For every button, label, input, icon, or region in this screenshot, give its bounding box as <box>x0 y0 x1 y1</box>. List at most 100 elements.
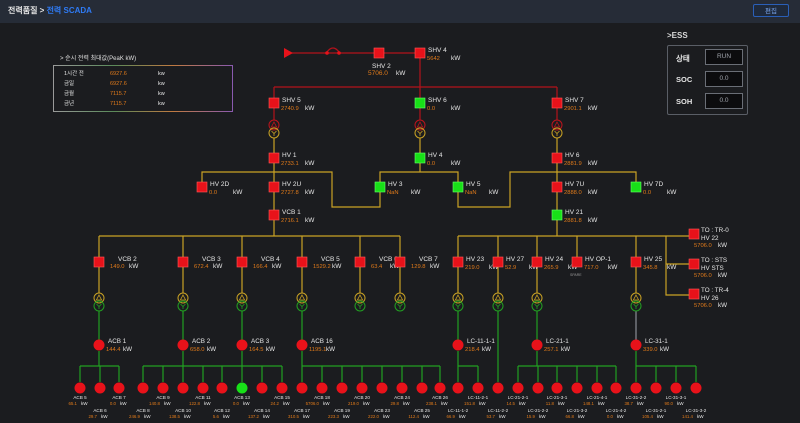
feeder-breaker[interactable] <box>416 382 428 394</box>
feeder-breaker[interactable] <box>610 382 622 394</box>
feeder-breaker[interactable] <box>690 382 702 394</box>
feeder-name: LC-21-2-1 <box>508 395 529 400</box>
feeder-breaker[interactable] <box>532 382 544 394</box>
feeder-breaker[interactable] <box>551 382 563 394</box>
breaker-vcb6[interactable] <box>354 256 366 268</box>
breaker-vcb7[interactable] <box>394 256 406 268</box>
delta-winding-icon <box>179 294 187 301</box>
breaker-hv1[interactable] <box>268 152 280 164</box>
feeder-breaker[interactable] <box>492 382 504 394</box>
breaker-value: 717.0 <box>584 265 599 271</box>
edit-button[interactable]: 편집 <box>753 4 789 17</box>
breadcrumb: 전력품질 > 전력 SCADA <box>8 5 92 16</box>
feeder-breaker[interactable] <box>216 382 228 394</box>
breaker-hv2d[interactable] <box>196 181 208 193</box>
breaker-hv7d[interactable] <box>630 181 642 193</box>
breaker-shv6[interactable] <box>414 97 426 109</box>
breaker-name: SHV 4 <box>428 47 447 54</box>
breaker-hv5[interactable] <box>452 181 464 193</box>
feeder-breaker[interactable] <box>591 382 603 394</box>
unit-label: kW <box>326 346 335 353</box>
breaker-hv7u[interactable] <box>551 181 563 193</box>
acb-lc311[interactable] <box>630 339 642 351</box>
feeder-value: 5.6 <box>213 414 220 419</box>
feeder-breaker[interactable] <box>276 382 288 394</box>
breaker-vcb4[interactable] <box>236 256 248 268</box>
breaker-name: SHV 2 <box>372 63 391 70</box>
acb-acb3[interactable] <box>236 339 248 351</box>
acb-acb1[interactable] <box>93 339 105 351</box>
feeder-breaker[interactable] <box>74 382 86 394</box>
feeder-breaker[interactable] <box>336 382 348 394</box>
feeder-breaker[interactable] <box>512 382 524 394</box>
feeder-breaker[interactable] <box>356 382 368 394</box>
breaker-name: SHV 7 <box>565 97 584 104</box>
acb-acb16[interactable] <box>296 339 308 351</box>
unit-label: kW <box>305 160 315 167</box>
delta-winding-icon <box>270 121 278 128</box>
feeder-breaker[interactable] <box>113 382 125 394</box>
breaker-shv4[interactable] <box>414 47 426 59</box>
unit-label: kW <box>588 189 598 196</box>
feeder-breaker[interactable] <box>452 382 464 394</box>
feeder-breaker[interactable] <box>670 382 682 394</box>
outgoing-breaker-sts[interactable] <box>688 258 700 270</box>
outgoing-value: 5706.0 <box>694 303 712 309</box>
feeder-value: 238.1 <box>426 401 438 406</box>
breaker-shv5[interactable] <box>268 97 280 109</box>
feeder-breaker[interactable] <box>197 382 209 394</box>
disconnect-switch-icon[interactable] <box>326 47 340 53</box>
feeder-breaker[interactable] <box>376 382 388 394</box>
feeder-value: 0.0 <box>233 401 240 406</box>
breaker-vcb2[interactable] <box>93 256 105 268</box>
breaker-hv4[interactable] <box>414 152 426 164</box>
outgoing-name: HV STS <box>701 265 724 272</box>
breaker-hv27[interactable] <box>492 256 504 268</box>
acb-lc1111[interactable] <box>452 339 464 351</box>
breaker-hv23[interactable] <box>452 256 464 268</box>
wye-winding-icon <box>455 303 461 309</box>
breaker-value: 2901.1 <box>564 106 582 112</box>
feeder-breaker[interactable] <box>650 382 662 394</box>
feeder-breaker[interactable] <box>472 382 484 394</box>
unit-label: kW <box>578 414 585 419</box>
feeder-breaker[interactable] <box>630 382 642 394</box>
breaker-name: HV 7D <box>644 181 663 188</box>
breaker-name: HV 7U <box>565 181 584 188</box>
breaker-hv3[interactable] <box>374 181 386 193</box>
unit-label: kW <box>667 189 677 196</box>
breaker-vcb5[interactable] <box>296 256 308 268</box>
breaker-shv2[interactable] <box>373 47 385 59</box>
feeder-breaker[interactable] <box>434 382 446 394</box>
acb-lc211[interactable] <box>531 339 543 351</box>
feeder-breaker[interactable] <box>571 382 583 394</box>
feeder-breaker[interactable] <box>396 382 408 394</box>
breaker-vcb1[interactable] <box>268 209 280 221</box>
breaker-hv24[interactable] <box>531 256 543 268</box>
breaker-hvop1[interactable] <box>571 256 583 268</box>
feeder-breaker[interactable] <box>316 382 328 394</box>
breaker-hv6[interactable] <box>551 152 563 164</box>
breaker-hv21[interactable] <box>551 209 563 221</box>
feeder-breaker[interactable] <box>137 382 149 394</box>
breaker-value: 0.0 <box>643 190 651 196</box>
feeder-value: 0.0 <box>110 401 117 406</box>
feeder-value: 90.0 <box>664 401 673 406</box>
feeder-name: ACB 13 <box>234 395 250 400</box>
outgoing-breaker-tr0[interactable] <box>688 228 700 240</box>
acb-acb2[interactable] <box>177 339 189 351</box>
feeder-breaker[interactable] <box>236 382 248 394</box>
unit-label: kW <box>120 401 127 406</box>
breaker-shv7[interactable] <box>551 97 563 109</box>
outgoing-breaker-tr4[interactable] <box>688 288 700 300</box>
feeder-breaker[interactable] <box>94 382 106 394</box>
feeder-breaker[interactable] <box>256 382 268 394</box>
breadcrumb-root[interactable]: 전력품질 > <box>8 6 47 15</box>
breaker-hv25[interactable] <box>630 256 642 268</box>
breaker-hv2u[interactable] <box>268 181 280 193</box>
feeder-breaker[interactable] <box>296 382 308 394</box>
breaker-vcb3[interactable] <box>177 256 189 268</box>
feeder-breaker[interactable] <box>157 382 169 394</box>
feeder-breaker[interactable] <box>177 382 189 394</box>
